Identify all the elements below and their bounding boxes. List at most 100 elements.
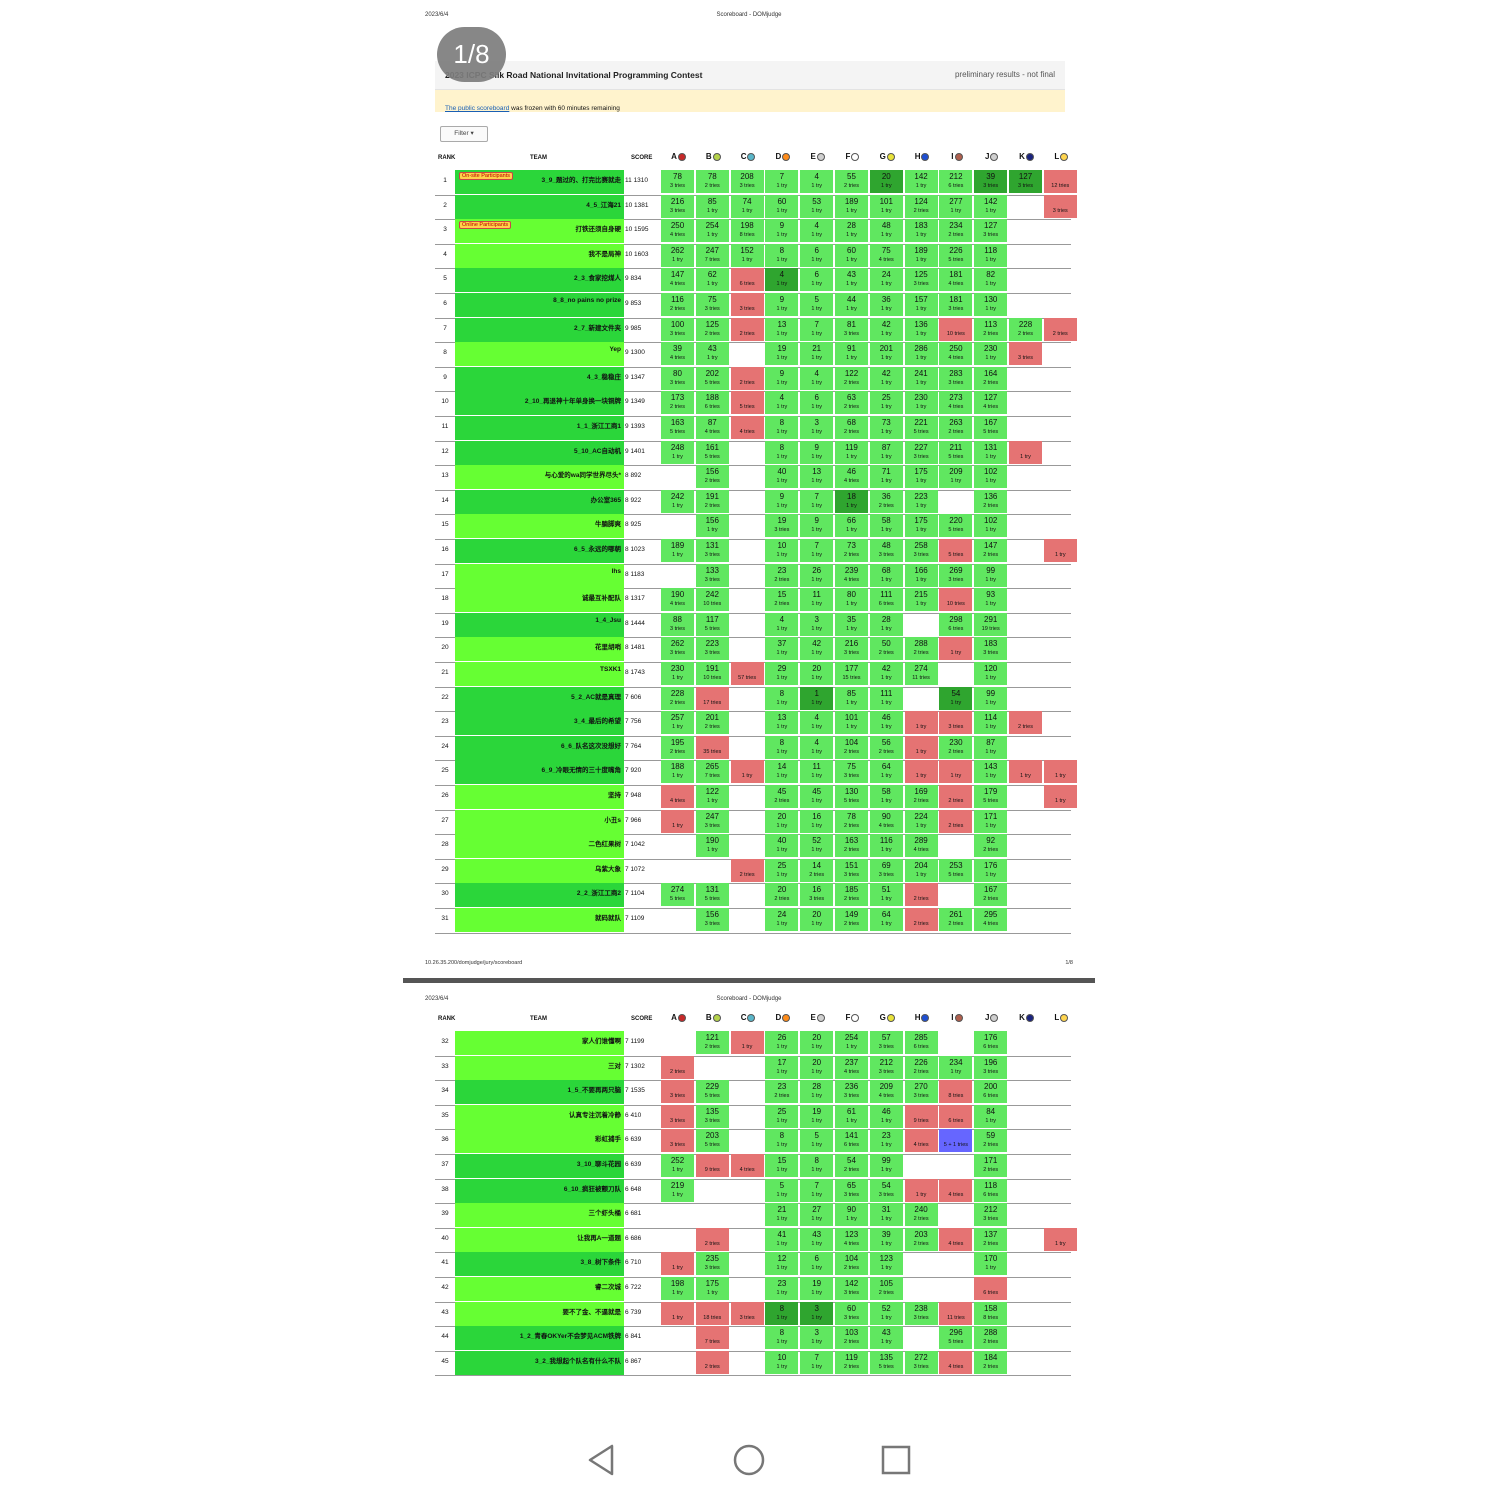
problem-cell-g[interactable]: 23 1 try — [869, 1129, 903, 1153]
problem-cell-d[interactable]: 15 2 tries — [765, 588, 799, 612]
problem-cell-c[interactable]: 3 tries — [730, 293, 764, 316]
problem-cell-b[interactable]: 188 6 tries — [695, 391, 729, 415]
problem-cell-f[interactable]: 177 15 tries — [835, 662, 868, 685]
problem-cell-f[interactable]: 68 2 tries — [835, 416, 868, 439]
problem-cell-b[interactable]: 7 tries — [695, 1326, 729, 1350]
problem-cell-f[interactable]: 103 2 tries — [835, 1326, 868, 1350]
problem-cell-h[interactable]: 289 4 tries — [904, 834, 938, 858]
problem-cell-j[interactable]: 137 2 tries — [974, 1227, 1008, 1251]
team-cell[interactable]: 三对 — [455, 1055, 624, 1080]
team-cell[interactable]: Online Participants 打铁还须自身硬 — [455, 219, 624, 244]
problem-cell-g[interactable]: 48 3 tries — [869, 539, 903, 562]
problem-cell-i[interactable]: 1 try — [939, 637, 973, 661]
problem-cell-d[interactable]: 20 1 try — [765, 809, 799, 833]
problem-cell-j[interactable]: 171 1 try — [974, 809, 1008, 833]
problem-cell-b[interactable]: 125 2 tries — [695, 317, 729, 341]
problem-cell-f[interactable]: 65 3 tries — [835, 1178, 868, 1202]
problem-cell-b[interactable]: 62 1 try — [695, 268, 729, 292]
problem-cell-d[interactable]: 60 1 try — [765, 194, 799, 218]
table-row[interactable]: 9 4_3_稳稳庄 9 1347 80 3 tries 202 5 tries 2 trie… — [435, 366, 1071, 393]
problem-cell-b[interactable]: 131 3 tries — [695, 539, 729, 562]
problem-cell-i[interactable]: 211 5 tries — [939, 440, 973, 464]
problem-cell-i[interactable]: 11 tries — [939, 1301, 973, 1325]
team-cell[interactable]: 家人们谁懂啊 — [455, 1031, 624, 1055]
problem-cell-i[interactable]: 10 tries — [939, 317, 973, 341]
problem-cell-h[interactable]: 142 1 try — [904, 170, 938, 193]
problem-cell-f[interactable]: 216 3 tries — [835, 637, 868, 661]
public-scoreboard-link[interactable]: The public scoreboard — [445, 105, 510, 112]
problem-cell-g[interactable]: 56 2 tries — [869, 735, 903, 759]
problem-cell-b[interactable]: 223 3 tries — [695, 637, 729, 661]
problem-cell-g[interactable]: 46 1 try — [869, 1104, 903, 1128]
problem-cell-c[interactable]: 2 tries — [730, 858, 764, 882]
table-row[interactable]: 44 1_2_青春OKYer不会梦见ACM铁牌 6 841 7 tries 8 1 tr… — [435, 1326, 1071, 1352]
problem-cell-d[interactable]: 23 2 tries — [765, 563, 799, 587]
problem-cell-g[interactable]: 68 1 try — [869, 563, 903, 587]
problem-header-k[interactable]: K — [1009, 1013, 1044, 1022]
problem-cell-h[interactable]: 288 2 tries — [904, 637, 938, 661]
table-row[interactable]: 5 2_3_食家挖煤人 9 834 147 4 tries 62 1 try 6 tries… — [435, 268, 1071, 294]
problem-cell-e[interactable]: 20 1 try — [800, 908, 834, 931]
problem-cell-g[interactable]: 51 1 try — [869, 883, 903, 907]
problem-cell-e[interactable]: 11 1 try — [800, 760, 834, 784]
problem-cell-b[interactable]: 17 tries — [695, 686, 729, 710]
problem-cell-f[interactable]: 151 3 tries — [835, 858, 868, 882]
problem-cell-e[interactable]: 27 1 try — [800, 1203, 834, 1227]
problem-cell-e[interactable]: 13 1 try — [800, 465, 834, 489]
problem-cell-a[interactable]: 1 try — [661, 1301, 694, 1325]
problem-cell-a[interactable]: 78 3 tries — [661, 170, 694, 193]
problem-cell-b[interactable]: 247 7 tries — [695, 243, 729, 267]
problem-cell-j[interactable]: 120 1 try — [974, 662, 1008, 685]
problem-cell-d[interactable]: 19 3 tries — [765, 514, 799, 538]
problem-cell-h[interactable]: 1 try — [904, 735, 938, 759]
problem-cell-b[interactable]: 122 1 try — [695, 785, 729, 808]
problem-cell-f[interactable]: 149 2 tries — [835, 908, 868, 931]
problem-cell-b[interactable]: 202 5 tries — [695, 366, 729, 390]
problem-cell-e[interactable]: 42 1 try — [800, 637, 834, 661]
problem-cell-d[interactable]: 25 1 try — [765, 858, 799, 882]
problem-cell-f[interactable]: 55 2 tries — [835, 170, 868, 193]
problem-cell-a[interactable]: 189 1 try — [661, 539, 694, 562]
problem-cell-c[interactable]: 198 8 tries — [730, 219, 764, 243]
team-cell[interactable]: 彩虹捕手 — [455, 1129, 624, 1154]
problem-header-d[interactable]: D — [765, 1013, 800, 1022]
team-cell[interactable]: 乌紫大象 — [455, 858, 624, 883]
problem-cell-i[interactable]: 4 tries — [939, 1227, 973, 1251]
problem-cell-d[interactable]: 23 1 try — [765, 1277, 799, 1300]
table-row[interactable]: 33 三对 7 1302 2 tries 17 1 try 20 1 try 237 4 tri… — [435, 1055, 1071, 1082]
problem-cell-j[interactable]: 102 1 try — [974, 465, 1008, 489]
problem-cell-e[interactable]: 43 1 try — [800, 1227, 834, 1251]
problem-cell-k[interactable]: 228 2 tries — [1009, 317, 1042, 341]
problem-cell-l[interactable]: 1 try — [1043, 760, 1077, 784]
table-row[interactable]: 14 办公室365 8 922 242 1 try 191 2 tries 9 1 try 7 1 … — [435, 489, 1071, 516]
problem-cell-j[interactable]: 295 4 tries — [974, 908, 1008, 931]
problem-cell-b[interactable]: 191 2 tries — [695, 489, 729, 513]
problem-cell-a[interactable]: 248 1 try — [661, 440, 694, 464]
problem-cell-j[interactable]: 171 2 tries — [974, 1154, 1008, 1177]
problem-cell-d[interactable]: 29 1 try — [765, 662, 799, 685]
problem-cell-f[interactable]: 78 2 tries — [835, 809, 868, 833]
problem-header-b[interactable]: B — [696, 1013, 731, 1022]
problem-cell-a[interactable]: 1 try — [661, 809, 694, 833]
problem-cell-h[interactable]: 9 tries — [904, 1104, 938, 1128]
problem-cell-i[interactable]: 209 1 try — [939, 465, 973, 489]
problem-cell-f[interactable]: 189 1 try — [835, 194, 868, 218]
table-row[interactable]: 3 Online Participants 打铁还须自身硬 10 1595 250 4 t… — [435, 219, 1071, 245]
problem-cell-d[interactable]: 37 1 try — [765, 637, 799, 661]
problem-header-i[interactable]: I — [939, 1013, 974, 1022]
problem-cell-f[interactable]: 81 3 tries — [835, 317, 868, 341]
table-row[interactable]: 35 认真专注沉着冷静 6 410 3 tries 135 3 tries 25 1 try… — [435, 1104, 1071, 1131]
problem-cell-f[interactable]: 35 1 try — [835, 612, 868, 636]
problem-cell-b[interactable]: 247 3 tries — [695, 809, 729, 833]
problem-cell-i[interactable]: 296 5 tries — [939, 1326, 973, 1350]
problem-cell-l[interactable]: 2 tries — [1043, 317, 1077, 341]
problem-cell-g[interactable]: 64 1 try — [869, 760, 903, 784]
team-cell[interactable]: On-site Participants 3_9_题过的、打完比赛就走 — [455, 170, 624, 194]
filter-button[interactable]: Filter ▾ — [440, 126, 488, 142]
team-cell[interactable]: 我不是局神 — [455, 243, 624, 268]
problem-cell-c[interactable]: 2 tries — [730, 366, 764, 390]
